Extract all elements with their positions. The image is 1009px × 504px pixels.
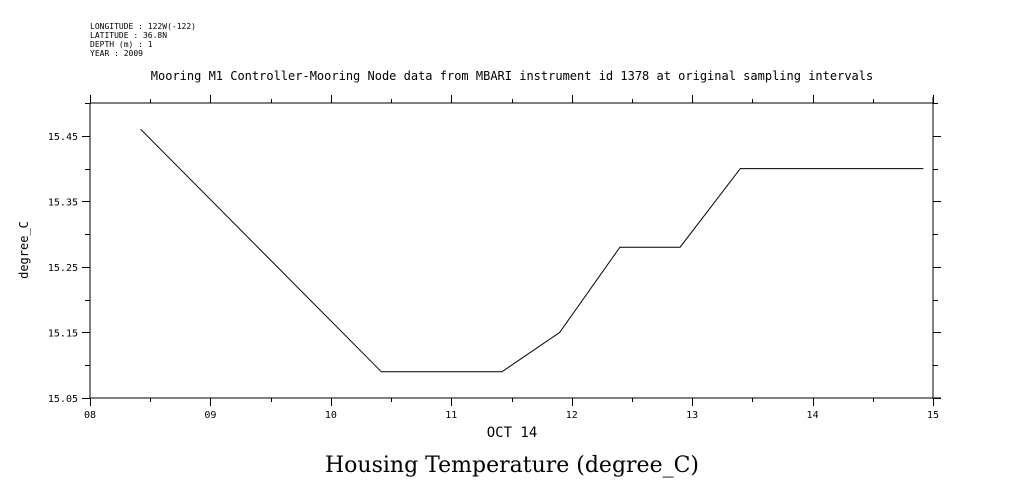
x-tick-label: 13 [686, 410, 698, 421]
y-tick-label: 15.35 [48, 197, 78, 208]
depth-label: DEPTH (m) : 1 [90, 40, 153, 49]
year-label: YEAR : 2009 [90, 49, 143, 58]
x-tick-label: 15 [927, 410, 939, 421]
y-tick-label: 15.45 [48, 132, 78, 143]
y-tick-label: 15.15 [48, 328, 78, 339]
x-tick-label: 12 [566, 410, 578, 421]
x-axis-label: OCT 14 [486, 425, 538, 441]
latitude-label: LATITUDE : 36.8N [90, 31, 168, 40]
data-series-line [140, 128, 924, 373]
chart-caption: Housing Temperature (degree_C) [324, 453, 700, 478]
longitude-label: LONGITUDE : 122W(-122) [90, 22, 196, 31]
x-tick-label: 14 [807, 410, 819, 421]
y-tick-label: 15.05 [48, 394, 78, 405]
x-tick-label: 10 [325, 410, 337, 421]
metadata-block: LONGITUDE : 122W(-122) LATITUDE : 36.8N … [90, 22, 196, 58]
chart-title: Mooring M1 Controller-Mooring Node data … [150, 69, 874, 83]
y-tick-label: 15.25 [48, 263, 78, 274]
x-tick-label: 09 [204, 410, 216, 421]
x-tick-label: 11 [445, 410, 457, 421]
x-tick-label: 08 [84, 410, 96, 421]
